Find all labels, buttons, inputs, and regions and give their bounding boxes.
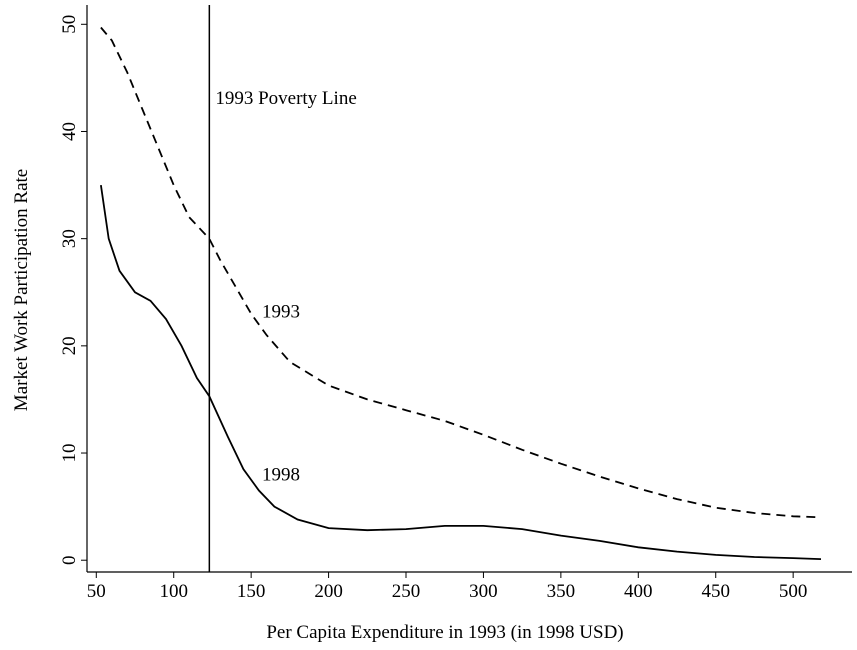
x-tick-label: 500 (779, 581, 808, 602)
y-tick-label: 10 (59, 444, 80, 463)
y-tick-label: 50 (59, 15, 80, 34)
x-axis-label: Per Capita Expenditure in 1993 (in 1998 … (266, 622, 623, 643)
y-axis-label: Market Work Participation Rate (11, 169, 32, 411)
poverty-line-label: 1993 Poverty Line (215, 88, 356, 109)
y-tick-label: 40 (59, 122, 80, 141)
x-tick-label: 200 (314, 581, 343, 602)
series-line (100, 26, 822, 519)
series-label: 1998 (262, 464, 300, 485)
y-tick-label: 30 (59, 229, 80, 248)
series-label: 1993 (262, 302, 300, 323)
x-tick-label: 300 (469, 581, 498, 602)
x-tick-label: 150 (237, 581, 266, 602)
series-line (100, 184, 822, 560)
x-tick-label: 400 (624, 581, 653, 602)
y-tick-label: 20 (59, 336, 80, 355)
x-tick-label: 250 (392, 581, 421, 602)
x-tick-label: 450 (701, 581, 730, 602)
x-tick-label: 350 (547, 581, 576, 602)
x-tick-label: 100 (159, 581, 188, 602)
x-tick-label: 50 (87, 581, 106, 602)
y-tick-label: 0 (59, 555, 80, 565)
